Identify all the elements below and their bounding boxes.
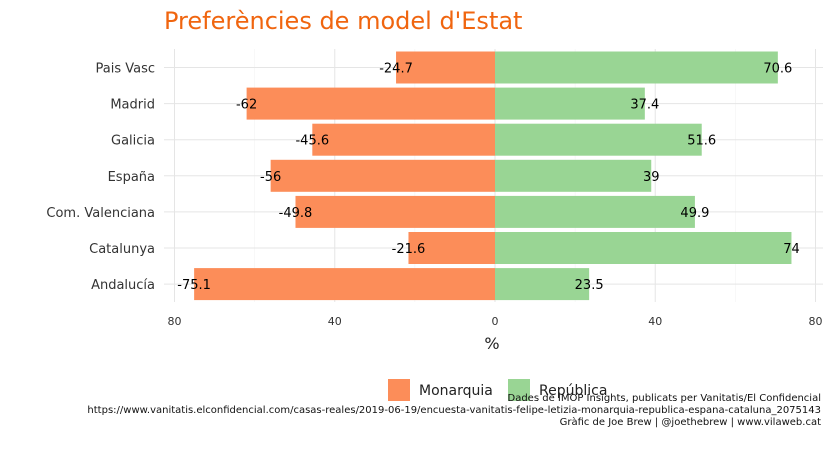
category-label: Galicia	[111, 134, 155, 149]
data-label: 74	[783, 242, 800, 257]
category-label: España	[108, 170, 155, 185]
x-tick-label: 40	[648, 315, 662, 328]
bar-monarquia	[270, 159, 495, 192]
legend-swatch	[508, 379, 530, 401]
bar-república	[495, 123, 702, 156]
data-label: 37.4	[630, 98, 659, 113]
legend-swatch	[388, 379, 410, 401]
category-label: Catalunya	[89, 242, 155, 257]
data-label: 51.6	[687, 134, 716, 149]
legend: Monarquia República	[388, 379, 607, 401]
category-label: Pais Vasc	[95, 62, 155, 77]
category-labels: Pais Vasc Madrid Galicia España Com. Valenci…	[46, 62, 155, 294]
bar-monarquia	[295, 195, 495, 228]
bar-monarquia	[396, 51, 495, 84]
data-label: -45.6	[295, 134, 329, 149]
bar-república	[495, 232, 792, 264]
legend-label: República	[539, 383, 607, 399]
bar-república	[495, 195, 695, 228]
bar-monarquia	[408, 232, 495, 264]
data-labels: -24.7 -62 -45.6 -56 -49.8 -21.6 -75.1 70.6 37.4 5…	[177, 62, 799, 294]
data-label: -56	[260, 170, 281, 185]
category-label: Andalucía	[91, 278, 155, 293]
bars	[194, 51, 792, 301]
bar-república	[495, 51, 778, 84]
x-tick-label: 0	[492, 315, 499, 328]
data-label: 49.9	[680, 206, 709, 221]
bar-monarquia	[246, 87, 495, 120]
bar-república	[495, 87, 645, 120]
category-label: Com. Valenciana	[46, 206, 155, 221]
x-tick-label: 40	[328, 315, 342, 328]
bar-república	[495, 159, 652, 192]
chart-title: Preferències de model d'Estat	[164, 7, 522, 35]
data-label: -49.8	[279, 206, 313, 221]
data-label: 39	[643, 170, 660, 185]
caption: Dades de IMOP Insights, publicats per Va…	[87, 393, 821, 428]
legend-label: Monarquia	[419, 383, 493, 399]
x-tick-label: 80	[168, 315, 182, 328]
bar-monarquia	[312, 123, 495, 156]
category-label: Madrid	[110, 98, 155, 113]
data-label: 23.5	[575, 278, 604, 293]
bar-monarquia	[194, 268, 496, 301]
x-axis-label: %	[484, 334, 499, 353]
caption-line: Gràfic de Joe Brew | @joethebrew | www.v…	[560, 416, 821, 428]
caption-line: Dades de IMOP Insights, publicats per Va…	[508, 393, 822, 404]
x-tick-label: 80	[809, 315, 823, 328]
data-label: -21.6	[392, 242, 426, 257]
caption-line: https://www.vanitatis.elconfidencial.com…	[87, 405, 821, 416]
data-label: 70.6	[763, 62, 792, 77]
bar-república	[495, 268, 590, 301]
data-label: -24.7	[379, 62, 413, 77]
data-label: -62	[236, 98, 257, 113]
x-tick-labels: 80 40 0 40 80	[168, 315, 823, 328]
data-label: -75.1	[177, 278, 211, 293]
